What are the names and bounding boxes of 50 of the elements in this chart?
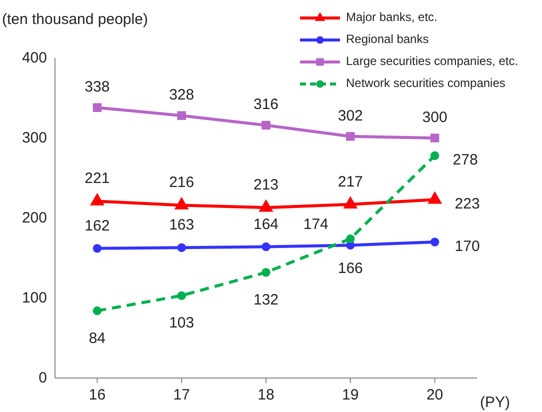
point <box>430 134 440 142</box>
data-label: 328 <box>169 86 194 104</box>
point <box>92 103 102 112</box>
y-tick-label: 100 <box>22 290 47 306</box>
point <box>177 243 186 252</box>
point <box>262 120 270 130</box>
data-label: 300 <box>422 108 448 126</box>
data-label: 84 <box>88 330 106 347</box>
data-label: 278 <box>452 152 478 169</box>
x-tick-label: 19 <box>342 386 359 404</box>
point <box>430 151 440 160</box>
y-tick-label: 200 <box>22 210 47 226</box>
legend-label: Regional banks <box>346 32 429 46</box>
legend-label: Network securities companies <box>346 76 506 90</box>
data-label: 316 <box>253 96 279 114</box>
point <box>177 111 186 120</box>
data-label: 132 <box>253 291 279 308</box>
legend-label: Large securities companies, etc. <box>346 54 518 68</box>
data-label: 213 <box>253 176 279 194</box>
x-tick-label: 17 <box>173 386 190 404</box>
data-label: 166 <box>338 260 363 278</box>
y-axis-title: (ten thousand people) <box>2 11 148 28</box>
x-tick-label: 18 <box>258 386 274 404</box>
data-label: 221 <box>84 170 110 188</box>
data-label: 223 <box>454 196 480 213</box>
point <box>92 244 102 253</box>
data-label: 302 <box>338 107 363 124</box>
y-tick-label: 400 <box>22 50 47 66</box>
point <box>346 234 355 244</box>
y-tick-label: 0 <box>38 370 47 386</box>
legend-label: Major banks, etc. <box>346 10 438 24</box>
point <box>346 132 355 141</box>
point <box>262 242 270 252</box>
data-label: 164 <box>253 216 279 233</box>
point <box>430 238 440 246</box>
data-label: 217 <box>338 173 363 190</box>
data-label: 163 <box>169 216 194 234</box>
data-label: 216 <box>169 174 194 192</box>
point <box>177 291 186 300</box>
data-label: 170 <box>454 238 480 255</box>
x-axis-title: (PY) <box>480 394 510 411</box>
x-tick-label: 20 <box>426 386 444 404</box>
data-label: 103 <box>169 314 194 332</box>
data-label: 162 <box>84 217 110 234</box>
y-tick-label: 300 <box>22 130 47 146</box>
x-tick-label: 16 <box>88 386 106 404</box>
point <box>262 268 270 277</box>
data-label: 174 <box>303 216 328 233</box>
data-label: 338 <box>84 78 110 96</box>
point <box>92 306 102 316</box>
